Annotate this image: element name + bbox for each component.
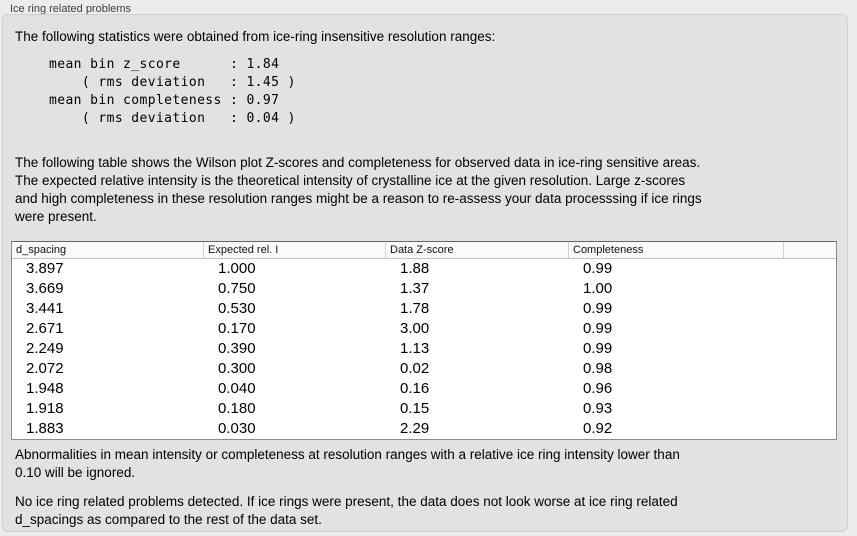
table-cell: 0.02 [400, 360, 430, 377]
ignore-note-text: Abnormalities in mean intensity or compl… [15, 447, 680, 480]
table-cell: 1.00 [583, 280, 613, 297]
table-row[interactable]: 1.948 0.040 0.16 0.96 [12, 379, 836, 399]
table-cell: 0.300 [218, 360, 256, 377]
column-header-expected-rel-i[interactable]: Expected rel. I [204, 242, 386, 258]
column-header-d-spacing[interactable]: d_spacing [12, 242, 204, 258]
table-cell: 0.99 [583, 260, 613, 277]
table-cell: 1.13 [400, 340, 430, 357]
table-row[interactable]: 1.918 0.180 0.15 0.93 [12, 399, 836, 419]
table-cell: 1.948 [26, 380, 64, 397]
table-row[interactable]: 1.883 0.030 2.29 0.92 [12, 419, 836, 439]
table-row[interactable]: 2.072 0.300 0.02 0.98 [12, 359, 836, 379]
table-cell: 3.897 [26, 260, 64, 277]
table-cell: 0.98 [583, 360, 613, 377]
table-cell: 3.441 [26, 300, 64, 317]
table-cell: 3.00 [400, 320, 430, 337]
table-cell: 1.000 [218, 260, 256, 277]
table-cell: 0.99 [583, 340, 613, 357]
ice-ring-panel: The following statistics were obtained f… [2, 14, 848, 532]
table-row[interactable]: 2.671 0.170 3.00 0.99 [12, 319, 836, 339]
table-description-text: The following table shows the Wilson plo… [15, 155, 702, 224]
table-cell: 2.671 [26, 320, 64, 337]
table-cell: 0.750 [218, 280, 256, 297]
ice-ring-table: d_spacing Expected rel. I Data Z-score C… [11, 241, 837, 440]
table-cell: 2.249 [26, 340, 64, 357]
table-row[interactable]: 3.441 0.530 1.78 0.99 [12, 299, 836, 319]
table-cell: 1.918 [26, 400, 64, 417]
table-cell: 0.530 [218, 300, 256, 317]
section-title: Ice ring related problems [10, 3, 132, 15]
table-cell: 0.16 [400, 380, 430, 397]
table-cell: 0.92 [583, 420, 613, 437]
table-cell: 0.96 [583, 380, 613, 397]
table-cell: 0.99 [583, 320, 613, 337]
table-row[interactable]: 3.897 1.000 1.88 0.99 [12, 259, 836, 279]
table-cell: 0.030 [218, 420, 256, 437]
table-header: d_spacing Expected rel. I Data Z-score C… [12, 242, 836, 259]
table-cell: 1.37 [400, 280, 430, 297]
table-cell: 1.883 [26, 420, 64, 437]
column-header-filler [784, 242, 836, 258]
table-cell: 2.29 [400, 420, 430, 437]
table-cell: 0.15 [400, 400, 430, 417]
table-cell: 0.99 [583, 300, 613, 317]
stats-block: mean bin z_score : 1.84 ( rms deviation … [49, 57, 296, 126]
table-cell: 2.072 [26, 360, 64, 377]
table-body: 3.897 1.000 1.88 0.99 3.669 0.750 1.37 1.00 3.44… [12, 259, 836, 439]
table-cell: 0.040 [218, 380, 256, 397]
table-row[interactable]: 3.669 0.750 1.37 1.00 [12, 279, 836, 299]
table-cell: 1.88 [400, 260, 430, 277]
column-header-data-z-score[interactable]: Data Z-score [386, 242, 569, 258]
stats-intro-text: The following statistics were obtained f… [15, 29, 496, 44]
table-cell: 1.78 [400, 300, 430, 317]
table-cell: 3.669 [26, 280, 64, 297]
table-cell: 0.390 [218, 340, 256, 357]
column-header-completeness[interactable]: Completeness [569, 242, 784, 258]
table-cell: 0.93 [583, 400, 613, 417]
table-cell: 0.170 [218, 320, 256, 337]
conclusion-text: No ice ring related problems detected. I… [15, 494, 678, 527]
table-cell: 0.180 [218, 400, 256, 417]
table-row[interactable]: 2.249 0.390 1.13 0.99 [12, 339, 836, 359]
